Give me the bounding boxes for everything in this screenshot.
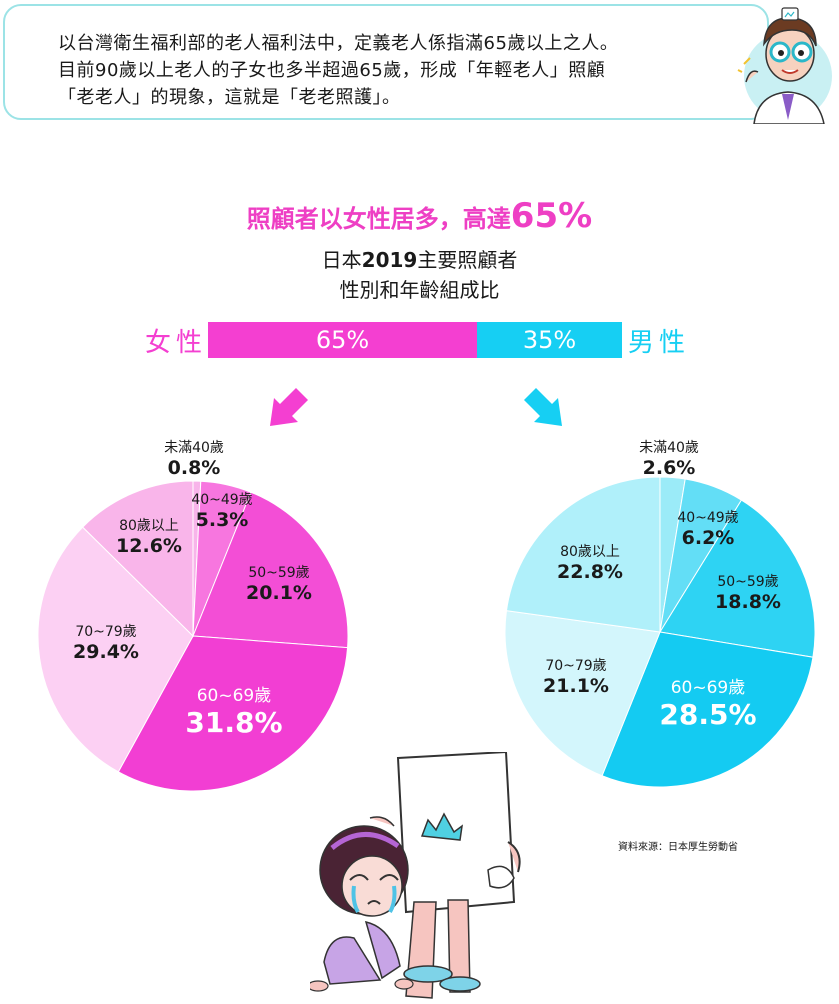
male-pct-60s: 28.5%	[659, 698, 757, 731]
female-pie-slice-3	[117, 635, 349, 792]
male-cat-50s: 50~59歲	[717, 574, 779, 590]
male-pie-slice-4	[504, 610, 661, 777]
headline-text: 照顧者以女性居多，高達	[246, 205, 511, 233]
male-pct-40s: 6.2%	[681, 527, 735, 549]
male-cat-70s: 70~79歲	[545, 658, 607, 674]
female-pie-slice-5	[82, 480, 194, 638]
female-label: 女性	[145, 328, 208, 358]
male-cat-80plus: 80歲以上	[560, 544, 620, 560]
female-pct-under40: 0.8%	[167, 457, 221, 479]
female-pct-70s: 29.4%	[73, 641, 139, 663]
male-label-40s: 40~49歲 6.2%	[677, 510, 738, 550]
male-label-50s: 50~59歲 18.8%	[715, 574, 781, 614]
female-pct-50s: 20.1%	[246, 582, 312, 604]
female-pie-slice-4	[37, 526, 194, 773]
female-cat-50s: 50~59歲	[248, 565, 310, 581]
intro-line-2: 目前90歲以上老人的子女也多半超過65歲，形成「年輕老人」照顧	[58, 60, 606, 81]
female-bar: 65%	[208, 322, 477, 358]
female-cat-70s: 70~79歲	[75, 624, 137, 640]
male-label: 男性	[628, 328, 691, 358]
female-label-60s: 60~69歲 31.8%	[185, 686, 282, 739]
male-cat-40s: 40~49歲	[677, 510, 739, 526]
female-bar-value: 65%	[315, 326, 370, 354]
female-pct-60s: 31.8%	[185, 706, 283, 739]
subtitle-line-1: 日本2019主要照顧者	[0, 246, 839, 274]
male-cat-60s: 60~69歲	[670, 678, 746, 698]
male-pie-slice-3	[601, 631, 814, 788]
female-pct-40s: 5.3%	[195, 509, 249, 531]
arrow-down-left-icon	[270, 388, 308, 426]
arrow-down-right-icon	[524, 388, 562, 426]
male-pct-70s: 21.1%	[543, 675, 609, 697]
male-label-70s: 70~79歲 21.1%	[543, 658, 609, 698]
female-label-under40: 未滿40歲 0.8%	[164, 440, 224, 480]
male-pie-slice-2	[659, 499, 816, 658]
female-label-70s: 70~79歲 29.4%	[73, 624, 139, 664]
female-label-80plus: 80歲以上 12.6%	[116, 518, 182, 558]
headline: 照顧者以女性居多，高達65%	[0, 196, 839, 236]
source-note: 資料來源：日本厚生勞動省	[618, 842, 738, 853]
female-cat-80plus: 80歲以上	[119, 518, 179, 534]
subtitle-year: 2019	[361, 248, 418, 272]
subtitle-line-2: 性別和年齡組成比	[339, 278, 500, 302]
female-cat-40s: 40~49歲	[191, 492, 253, 508]
female-label-50s: 50~59歲 20.1%	[246, 565, 312, 605]
female-cat-under40: 未滿40歲	[164, 440, 224, 456]
male-pie-slice-5	[505, 476, 661, 633]
male-label-60s: 60~69歲 28.5%	[659, 678, 756, 731]
subtitle-prefix: 日本	[321, 248, 362, 272]
female-pie-slice-2	[192, 491, 349, 649]
male-label-under40: 未滿40歲 2.6%	[639, 440, 699, 480]
male-bar: 35%	[477, 322, 622, 358]
female-label-40s: 40~49歲 5.3%	[191, 492, 252, 532]
doctor-illustration	[737, 7, 832, 124]
male-pct-under40: 2.6%	[642, 457, 696, 479]
male-bar-value: 35%	[522, 326, 577, 354]
male-label-80plus: 80歲以上 22.8%	[557, 544, 623, 584]
female-pct-80plus: 12.6%	[116, 535, 182, 557]
intro-line-1: 以台灣衛生福利部的老人福利法中，定義老人係指滿65歲以上之人。	[58, 33, 619, 54]
intro-line-3: 「老老人」的現象，這就是「老老照護」。	[58, 87, 401, 108]
male-pct-50s: 18.8%	[715, 591, 781, 613]
headline-highlight: 65%	[510, 196, 593, 236]
female-cat-60s: 60~69歲	[196, 686, 272, 706]
subtitle-suffix: 主要照顧者	[417, 248, 518, 272]
male-cat-under40: 未滿40歲	[639, 440, 699, 456]
crying-girl-illustration	[310, 752, 521, 999]
male-pct-80plus: 22.8%	[557, 561, 623, 583]
